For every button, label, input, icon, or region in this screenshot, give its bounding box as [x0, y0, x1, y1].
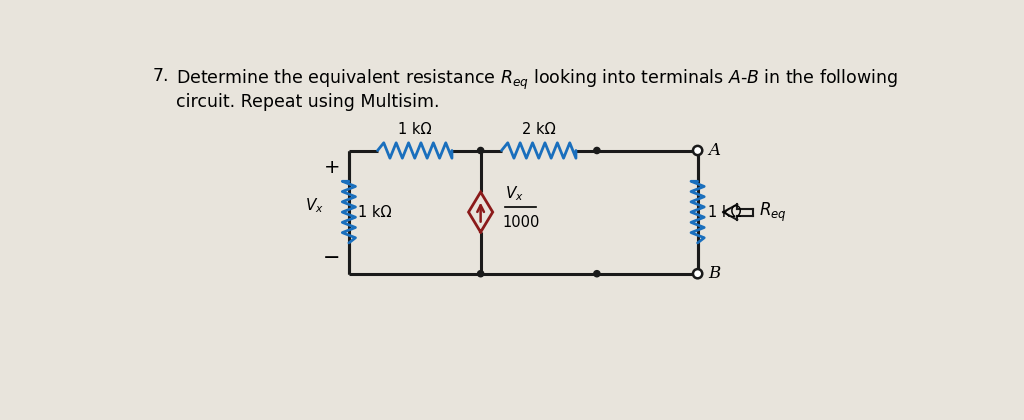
- Text: 1 kΩ: 1 kΩ: [709, 205, 742, 220]
- Circle shape: [594, 147, 600, 154]
- Circle shape: [693, 269, 702, 278]
- Circle shape: [477, 147, 483, 154]
- Circle shape: [594, 270, 600, 277]
- Text: 1 kΩ: 1 kΩ: [398, 122, 431, 137]
- Text: A: A: [709, 142, 721, 159]
- Text: 7.: 7.: [153, 67, 169, 85]
- Circle shape: [693, 146, 702, 155]
- Text: 2 kΩ: 2 kΩ: [522, 122, 556, 137]
- Text: circuit. Repeat using Multisim.: circuit. Repeat using Multisim.: [176, 93, 439, 111]
- Text: 1 kΩ: 1 kΩ: [358, 205, 391, 220]
- Text: 1000: 1000: [502, 215, 540, 230]
- Text: $V_x$: $V_x$: [506, 184, 524, 203]
- Text: +: +: [324, 158, 340, 177]
- Text: $R_{eq}$: $R_{eq}$: [759, 200, 786, 224]
- Circle shape: [477, 270, 483, 277]
- Text: $V_x$: $V_x$: [305, 197, 324, 215]
- Text: B: B: [709, 265, 721, 282]
- Text: −: −: [324, 248, 341, 268]
- Text: Determine the equivalent resistance $R_{eq}$ looking into terminals $A$-$B$ in t: Determine the equivalent resistance $R_{…: [176, 67, 898, 92]
